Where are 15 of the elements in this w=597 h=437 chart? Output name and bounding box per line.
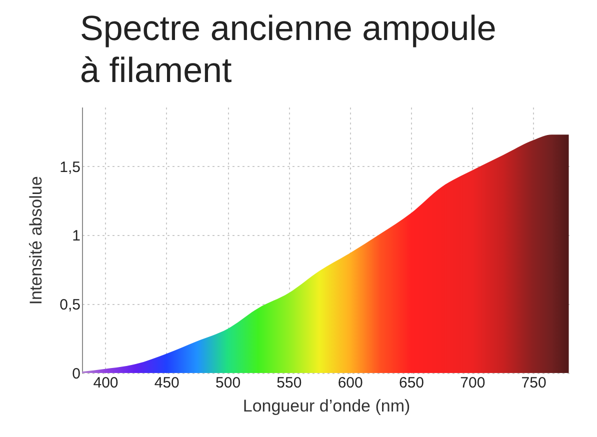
y-tick-label: 0,5: [60, 296, 80, 314]
x-tick-label: 400: [93, 374, 118, 392]
y-tick-label: 0: [72, 366, 80, 382]
x-axis-title: Longueur d’onde (nm): [242, 396, 410, 416]
chart-title: Spectre ancienne ampoule à filament: [80, 8, 498, 92]
x-tick-label: 450: [154, 374, 180, 392]
x-tick-label: 700: [460, 374, 486, 392]
x-tick-label: 550: [276, 374, 302, 392]
y-tick-label: 1,5: [60, 158, 80, 176]
x-tick-label: 600: [338, 374, 363, 392]
y-tick-label: 1: [72, 228, 80, 245]
x-tick-label: 650: [398, 374, 424, 392]
x-tick-label: 750: [521, 374, 546, 392]
x-tick-label: 500: [216, 374, 241, 392]
y-axis-title: Intensité absolue: [26, 176, 46, 305]
